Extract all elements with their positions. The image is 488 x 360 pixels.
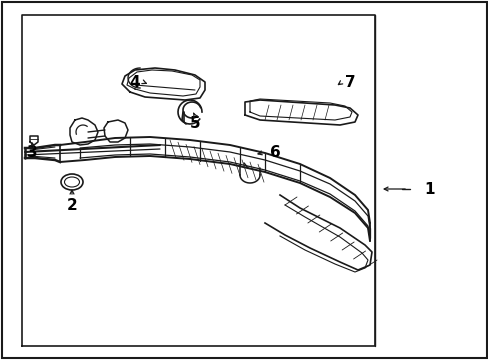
Ellipse shape: [64, 177, 80, 187]
Text: 3: 3: [27, 144, 37, 159]
Ellipse shape: [61, 174, 83, 190]
Text: 2: 2: [66, 198, 77, 212]
Ellipse shape: [183, 102, 201, 118]
Text: 6: 6: [269, 144, 280, 159]
Text: 5: 5: [189, 116, 200, 131]
Text: 1: 1: [424, 181, 434, 197]
Text: 7: 7: [344, 75, 355, 90]
Text: 4: 4: [129, 75, 140, 90]
